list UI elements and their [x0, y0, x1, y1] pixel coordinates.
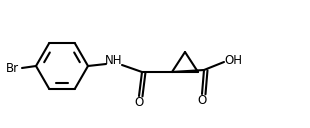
Text: Br: Br: [6, 61, 19, 74]
Text: O: O: [197, 94, 207, 108]
Text: NH: NH: [105, 55, 123, 67]
Text: O: O: [134, 97, 144, 109]
Text: OH: OH: [224, 55, 242, 67]
